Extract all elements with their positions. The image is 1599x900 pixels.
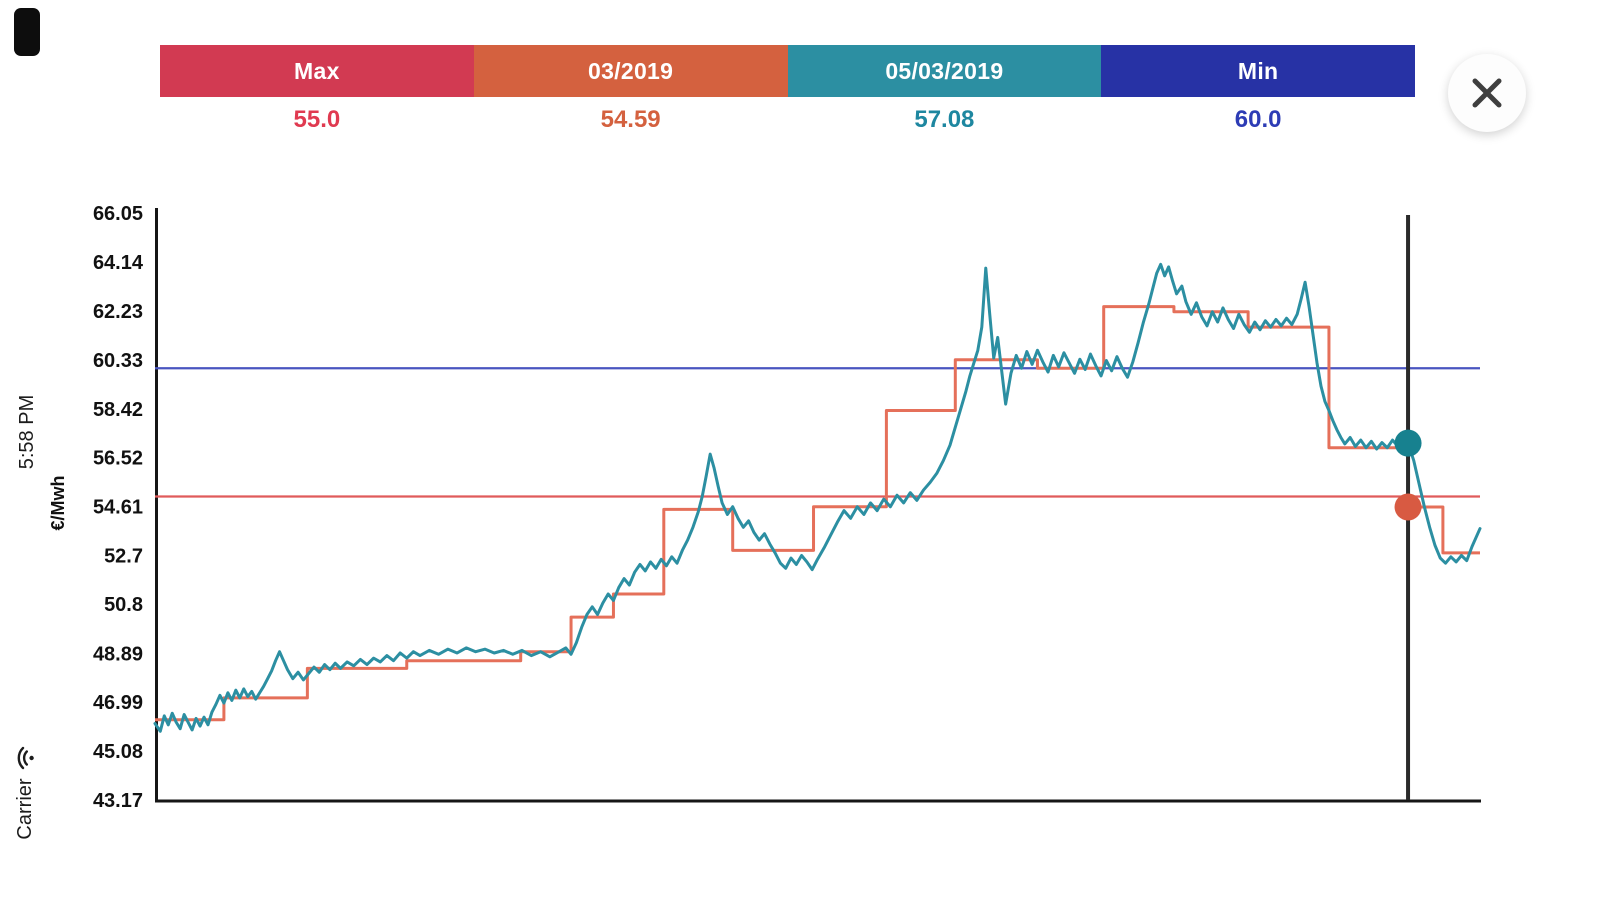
spot-cursor-dot [1394,429,1422,457]
y-tick-label: 48.89 [93,643,143,665]
legend-label-max: Max [294,57,340,84]
wifi-icon [16,746,35,770]
y-tick-label: 43.17 [93,790,143,812]
legend-value-max: 55.0 [293,106,341,133]
monthly-cursor-dot [1394,493,1422,521]
legend-values-row: 55.0 54.59 57.08 60.0 [160,106,1415,134]
y-tick-label: 50.8 [104,594,143,616]
close-icon [1470,76,1504,110]
y-tick-label: 46.99 [93,692,143,714]
y-tick-label: 60.33 [93,350,143,372]
y-tick-label: 62.23 [93,301,143,323]
legend-label-cursor-date: 05/03/2019 [885,57,1004,84]
battery-icon [14,8,40,56]
legend-value-month: 54.59 [600,106,661,133]
legend-item-max[interactable]: Max [160,45,474,97]
y-tick-label: 64.14 [93,252,144,274]
y-tick-label: 56.52 [93,447,143,469]
legend-label-min: Min [1237,57,1279,84]
status-carrier: Carrier [11,723,39,863]
y-tick-label: 45.08 [93,741,143,763]
legend-bar: Max 03/2019 05/03/2019 Min [160,45,1415,97]
spot-series-line [153,262,1482,733]
monthly-series-line [155,305,1480,722]
y-tick-label: 54.61 [93,497,143,519]
legend-item-cursor-date[interactable]: 05/03/2019 [787,45,1102,97]
legend-value-min: 60.0 [1234,106,1282,133]
y-tick-label: 52.7 [104,546,143,568]
legend-item-min[interactable]: Min [1101,45,1415,97]
close-button[interactable] [1448,54,1526,132]
legend-label-month: 03/2019 [588,57,674,84]
y-tick-label: 58.42 [93,399,143,421]
y-tick-label: 66.05 [93,203,143,225]
legend-value-cursor-date: 57.08 [914,106,975,133]
legend-item-month[interactable]: 03/2019 [473,45,788,97]
